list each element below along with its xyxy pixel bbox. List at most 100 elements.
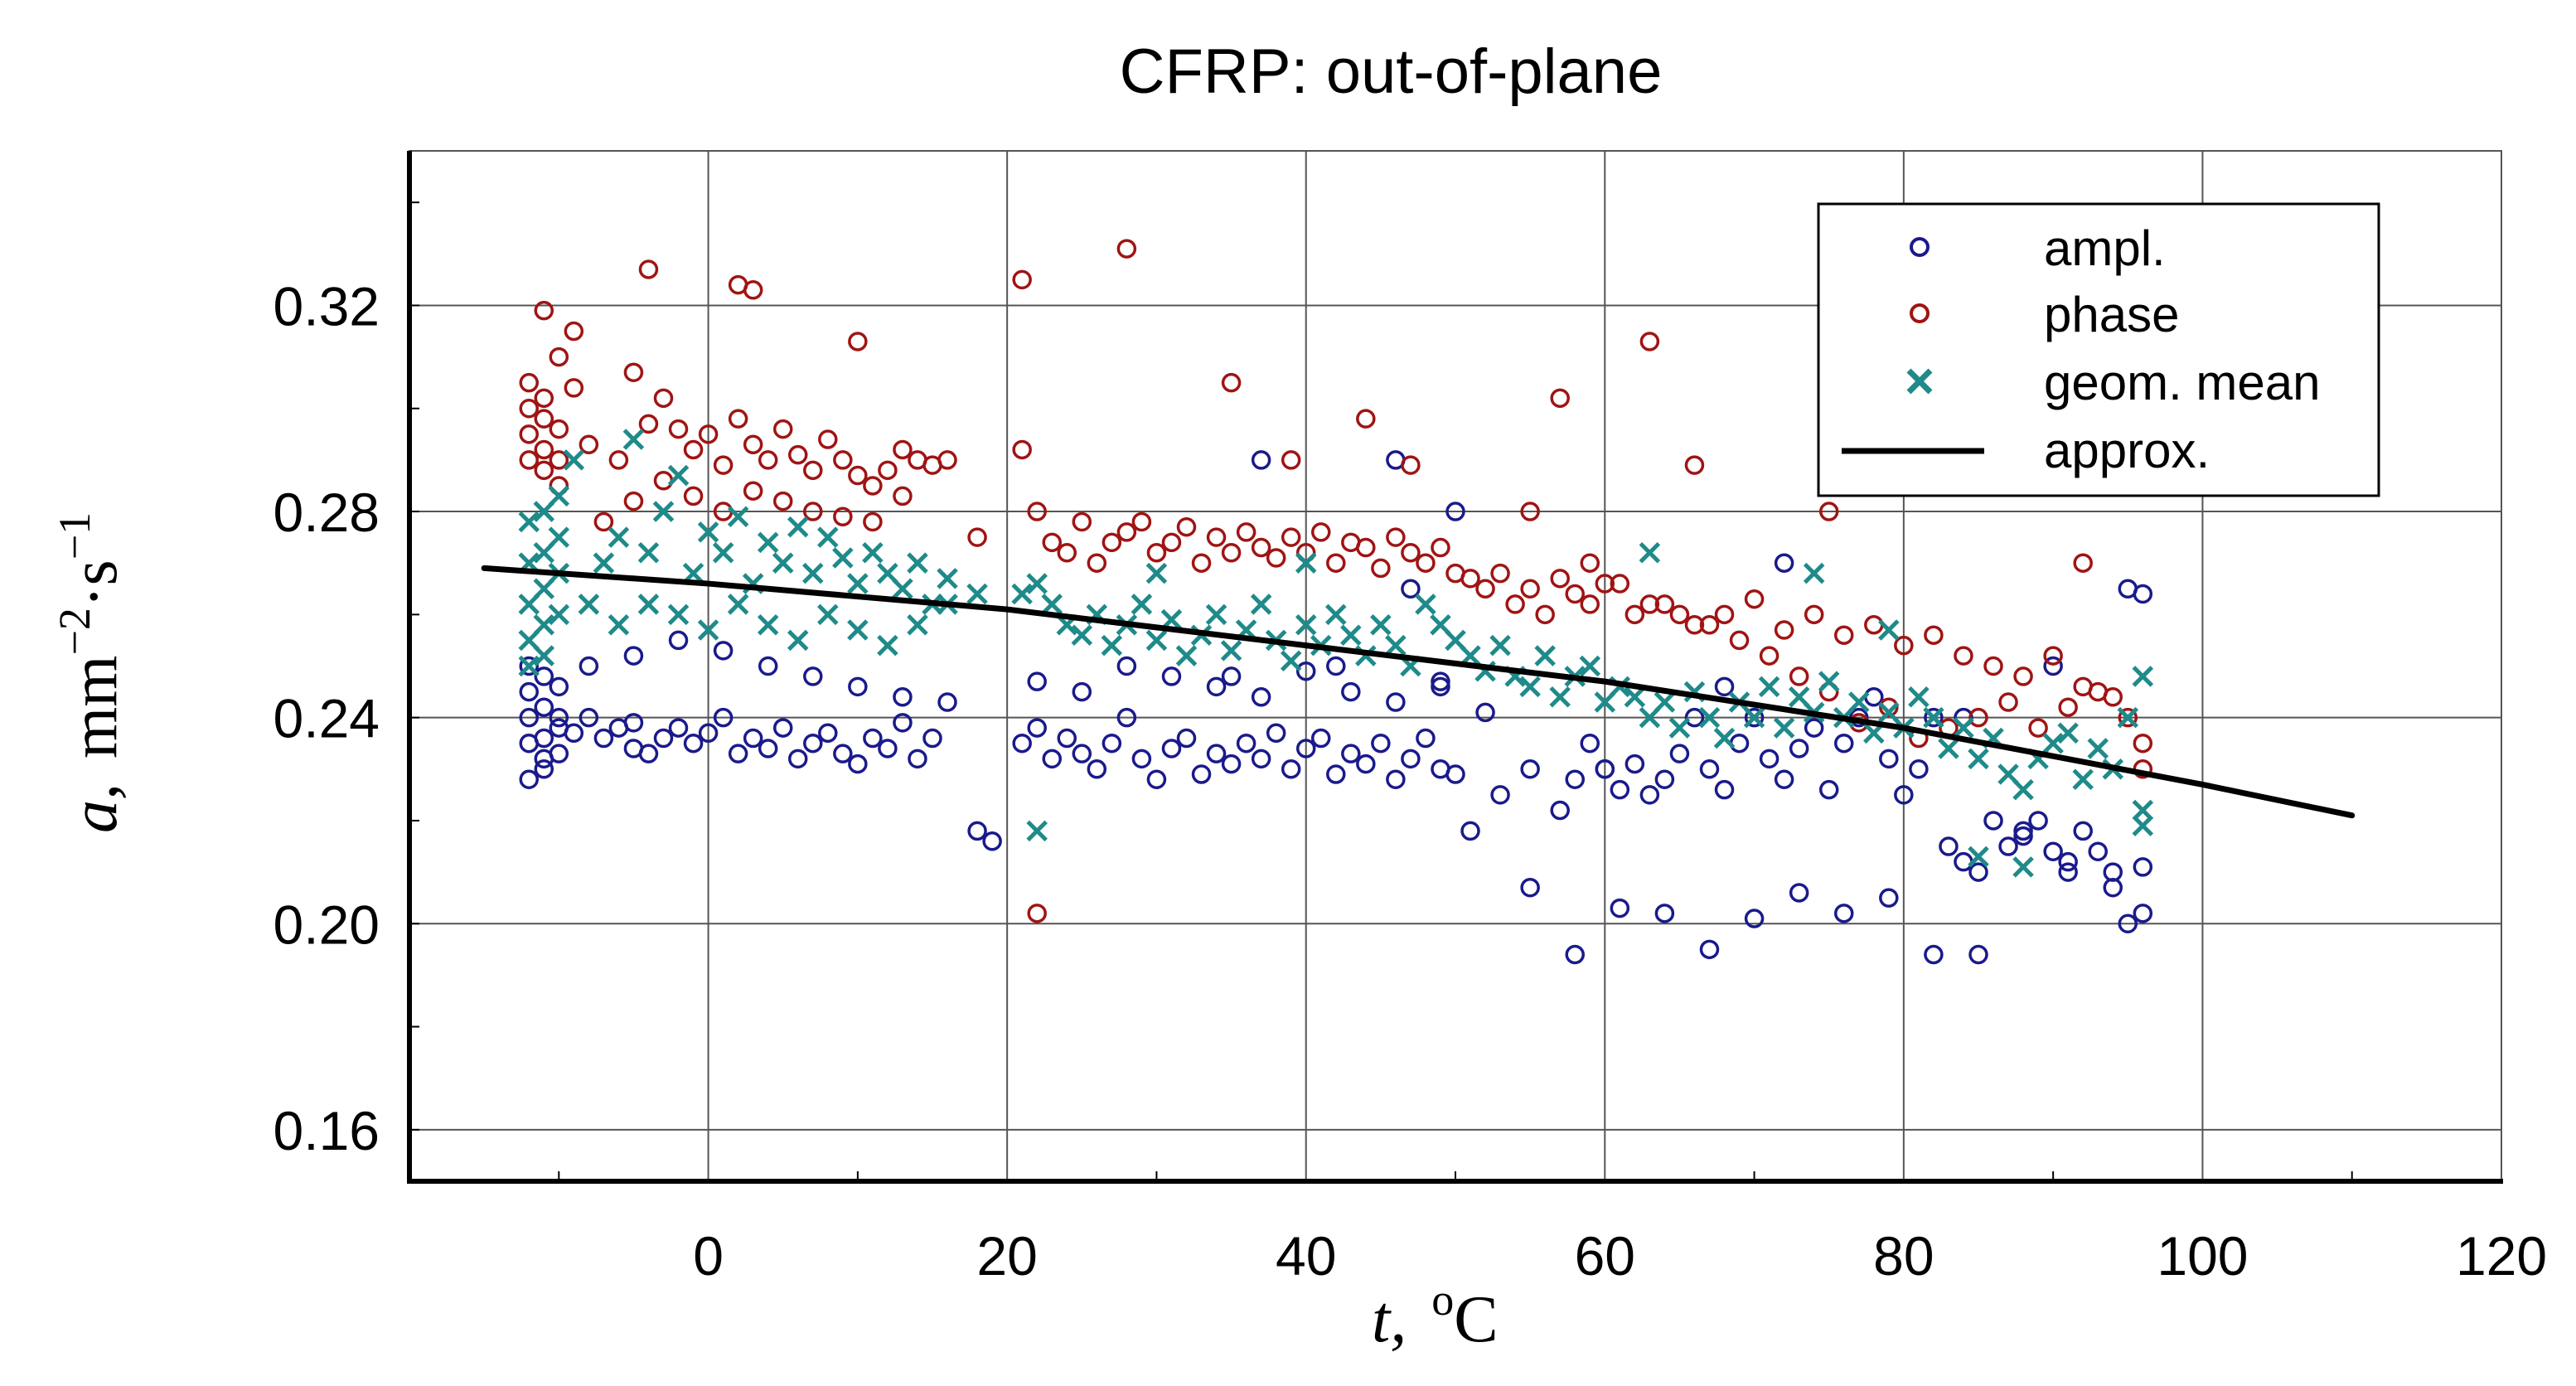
data-point-geom-mean [533,614,555,636]
data-point-phase [1833,625,1854,645]
data-point-ampl [1909,759,1929,779]
data-point-geom-mean [1639,542,1661,564]
data-point-ampl [1804,718,1824,738]
x-tick-label: 40 [1276,1225,1336,1287]
data-point-ampl [1833,904,1854,923]
data-point-phase [2088,681,2108,702]
data-point-geom-mean [757,531,779,554]
data-point-geom-mean [1011,583,1033,605]
data-point-phase [878,460,898,481]
data-point-ampl [653,728,674,749]
data-point-phase [1669,604,1690,625]
data-point-phase [519,450,539,470]
data-point-geom-mean [1953,717,1974,739]
data-point-phase [1146,543,1167,563]
legend-label-approx: approx. [2044,423,2210,478]
data-point-phase [833,506,853,527]
data-point-phase [2028,718,2048,738]
data-point-geom-mean [518,511,540,533]
data-point-phase [1580,594,1600,614]
data-point-ampl [2133,904,2153,923]
data-point-phase [2133,733,2153,754]
data-point-phase [1027,904,1047,923]
data-point-geom-mean [1026,820,1048,842]
data-point-ampl [982,831,1002,851]
data-point-geom-mean [2057,722,2079,744]
data-point-ampl [549,676,569,697]
data-point-ampl [1924,944,1944,965]
data-point-phase [1954,646,1973,666]
data-point-ampl [758,739,778,758]
x-axis-unit: C [1454,1283,1498,1356]
data-point-phase [1490,563,1510,584]
data-point-phase [1505,594,1525,614]
data-point-ampl [1520,877,1540,898]
data-point-geom-mean [608,614,630,636]
data-point-ampl [1684,707,1705,728]
data-point-ampl [1295,739,1316,758]
data-point-geom-mean [518,655,540,677]
data-point-phase [2118,707,2138,728]
data-point-ampl [1744,707,1765,728]
legend-marker-geom-mean [1906,368,1933,395]
data-point-phase [579,434,599,455]
data-point-geom-mean [817,603,839,626]
y-axis-unit-mid: ·s [58,560,131,608]
data-point-geom-mean [1803,562,1825,584]
data-point-phase [1639,594,1660,614]
data-point-phase [787,444,808,465]
data-point-ampl [1924,707,1944,728]
series-ampl [519,450,2153,965]
data-point-ampl [2073,821,2093,841]
data-point-phase [653,471,674,491]
data-point-ampl [668,630,689,651]
data-point-ampl [1431,671,1450,691]
data-point-ampl [1818,779,1839,800]
data-point-geom-mean [622,429,645,450]
data-point-geom-mean [757,614,779,636]
legend-marker-ampl [1910,237,1930,257]
data-point-phase [1729,630,1750,651]
y-axis-unit-exp1: −2 [50,608,99,655]
data-point-geom-mean [727,506,749,528]
data-point-phase [638,259,659,279]
data-point-phase [1310,522,1331,542]
data-point-phase [1057,543,1077,563]
data-point-ampl [1251,687,1271,707]
data-point-ampl [1236,733,1257,754]
data-point-ampl [728,744,748,763]
data-point-ampl [1744,909,1765,928]
data-point-ampl [908,749,927,769]
data-point-ampl [1281,759,1301,779]
data-point-ampl [683,733,704,754]
data-point-geom-mean [1968,846,1989,868]
data-point-ampl [1520,759,1540,779]
x-tick-labels: 0 20 40 60 80 100 120 [693,1225,2547,1287]
data-point-geom-mean [652,501,675,522]
legend-label-phase: phase [2044,287,2179,342]
data-point-ampl [1116,707,1137,728]
data-point-ampl [713,641,734,661]
data-point-phase [534,388,554,409]
data-point-ampl [1580,733,1600,754]
data-point-ampl [534,697,554,717]
data-point-geom-mean [1041,594,1063,615]
data-point-geom-mean [862,542,884,564]
data-point-geom-mean [1445,629,1466,652]
data-point-geom-mean [1071,624,1093,646]
data-point-phase [803,460,823,481]
data-point-ampl [1191,764,1212,784]
data-point-ampl [579,656,599,676]
data-point-geom-mean [1698,706,1721,729]
data-point-ampl [534,666,554,686]
data-point-phase [1116,239,1137,259]
data-point-phase [1759,646,1779,666]
data-point-phase [1968,707,1988,728]
data-point-phase [1789,666,1809,686]
data-point-phase [593,511,614,532]
data-point-geom-mean [593,552,615,574]
data-point-ampl [2058,851,2078,872]
data-point-ampl [1116,656,1137,676]
x-tick-label: 80 [1873,1225,1934,1287]
data-point-ampl [893,687,913,707]
